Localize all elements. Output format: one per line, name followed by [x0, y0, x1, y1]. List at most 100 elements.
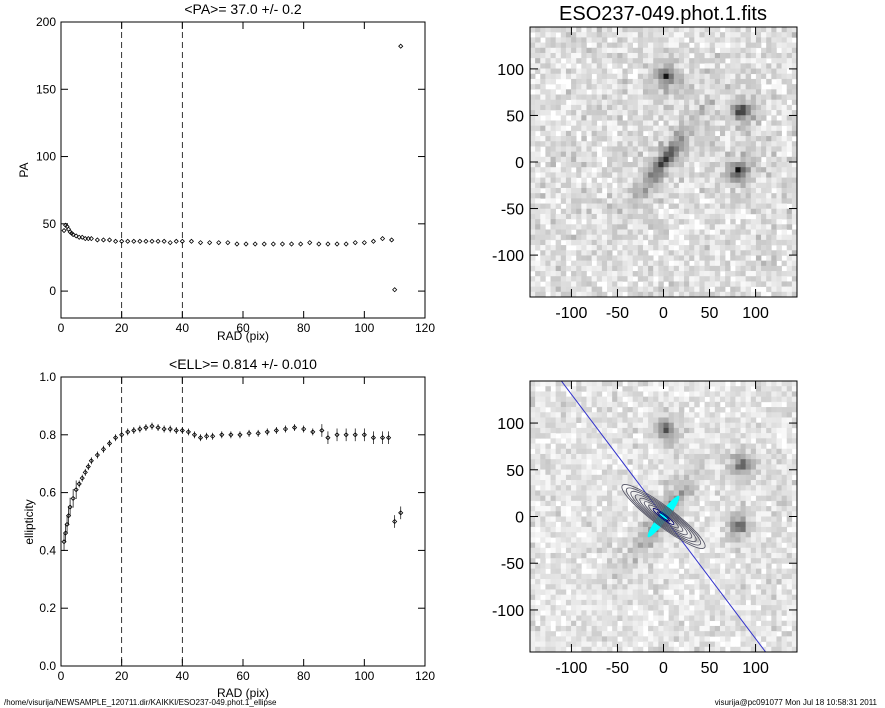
- image-pixel: [586, 239, 592, 246]
- image-pixel: [612, 474, 618, 481]
- image-pixel: [745, 453, 752, 460]
- image-pixel: [689, 453, 695, 460]
- image-pixel: [740, 250, 746, 256]
- image-pixel: [719, 281, 726, 287]
- image-pixel: [607, 193, 613, 199]
- image-pixel: [750, 136, 757, 142]
- image-pixel: [704, 443, 711, 450]
- image-pixel: [786, 396, 793, 403]
- image-pixel: [735, 443, 741, 450]
- image-pixel: [586, 99, 592, 106]
- image-pixel: [730, 438, 736, 444]
- image-pixel: [771, 125, 777, 132]
- image-pixel: [612, 495, 618, 502]
- image-pixel: [781, 537, 788, 543]
- image-pixel: [678, 291, 685, 297]
- image-pixel: [586, 58, 592, 64]
- image-pixel: [617, 584, 623, 590]
- image-pixel: [776, 490, 782, 496]
- image-pixel: [750, 443, 757, 450]
- image-pixel: [740, 469, 746, 476]
- image-pixel: [740, 281, 746, 287]
- image-pixel: [719, 537, 726, 543]
- image-pixel: [627, 203, 633, 210]
- image-pixel: [755, 162, 762, 168]
- image-pixel: [786, 47, 793, 54]
- image-pixel: [545, 516, 551, 523]
- image-pixel: [689, 203, 695, 210]
- image-pixel: [642, 286, 649, 293]
- image-pixel: [571, 141, 577, 147]
- image-pixel: [540, 213, 546, 220]
- image-pixel: [576, 115, 582, 121]
- image-pixel: [596, 141, 603, 147]
- image-pixel: [612, 547, 618, 554]
- image-pixel: [530, 84, 536, 90]
- image-pixel: [642, 474, 649, 481]
- image-pixel: [791, 151, 797, 158]
- image-pixel: [781, 276, 788, 282]
- image-pixel: [678, 552, 685, 559]
- image-pixel: [535, 198, 541, 204]
- image-pixel: [571, 552, 577, 559]
- image-pixel: [571, 115, 577, 121]
- image-pixel: [571, 58, 577, 64]
- image-pixel: [735, 490, 741, 496]
- image-pixel: [761, 198, 767, 204]
- image-pixel: [658, 255, 664, 261]
- data-point: [106, 237, 113, 243]
- image-pixel: [555, 401, 562, 408]
- image-pixel: [786, 167, 793, 173]
- image-pixel: [555, 193, 562, 199]
- image-pixel: [530, 542, 536, 549]
- image-pixel: [730, 136, 736, 142]
- fits-image-pixels: [530, 27, 797, 297]
- image-pixel: [694, 490, 700, 496]
- image-pixel: [704, 276, 711, 282]
- image-pixel: [745, 495, 752, 502]
- image-pixel: [627, 286, 633, 293]
- image-pixel: [658, 58, 664, 64]
- image-pixel: [622, 453, 628, 460]
- image-pixel: [771, 599, 777, 606]
- image-pixel: [735, 485, 741, 491]
- image-pixel: [560, 115, 567, 121]
- data-point: [76, 234, 82, 240]
- data-point: [64, 521, 70, 527]
- image-pixel: [560, 255, 567, 261]
- image-pixel: [704, 594, 711, 601]
- image-pixel: [678, 187, 685, 194]
- image-pixel: [704, 448, 711, 455]
- image-pixel: [576, 391, 582, 397]
- image-pixel: [699, 219, 705, 225]
- image-pixel: [637, 401, 644, 408]
- image-pixel: [684, 234, 690, 241]
- image-pixel: [658, 605, 664, 611]
- image-pixel: [555, 110, 562, 116]
- image-pixel: [735, 125, 741, 132]
- image-pixel: [735, 594, 741, 601]
- image-pixel: [750, 78, 757, 85]
- image-pixel: [627, 396, 633, 403]
- image-pixel: [658, 433, 664, 439]
- image-pixel: [545, 130, 551, 137]
- image-pixel: [653, 464, 659, 470]
- image-pixel: [750, 58, 757, 64]
- image-pixel: [714, 589, 721, 595]
- data-point: [64, 223, 70, 230]
- image-pixel: [658, 245, 664, 251]
- image-pixel: [617, 568, 623, 575]
- image-pixel: [581, 198, 587, 204]
- image-pixel: [791, 68, 797, 75]
- image-pixel: [591, 63, 598, 69]
- image-pixel: [601, 438, 608, 444]
- image-pixel: [535, 203, 541, 210]
- image-pixel: [658, 110, 664, 116]
- image-pixel: [694, 485, 700, 491]
- image-pixel: [694, 47, 700, 54]
- image-pixel: [642, 84, 649, 90]
- image-pixel: [632, 391, 639, 397]
- data-point: [149, 423, 155, 429]
- image-pixel: [750, 265, 757, 272]
- image-pixel: [791, 610, 797, 616]
